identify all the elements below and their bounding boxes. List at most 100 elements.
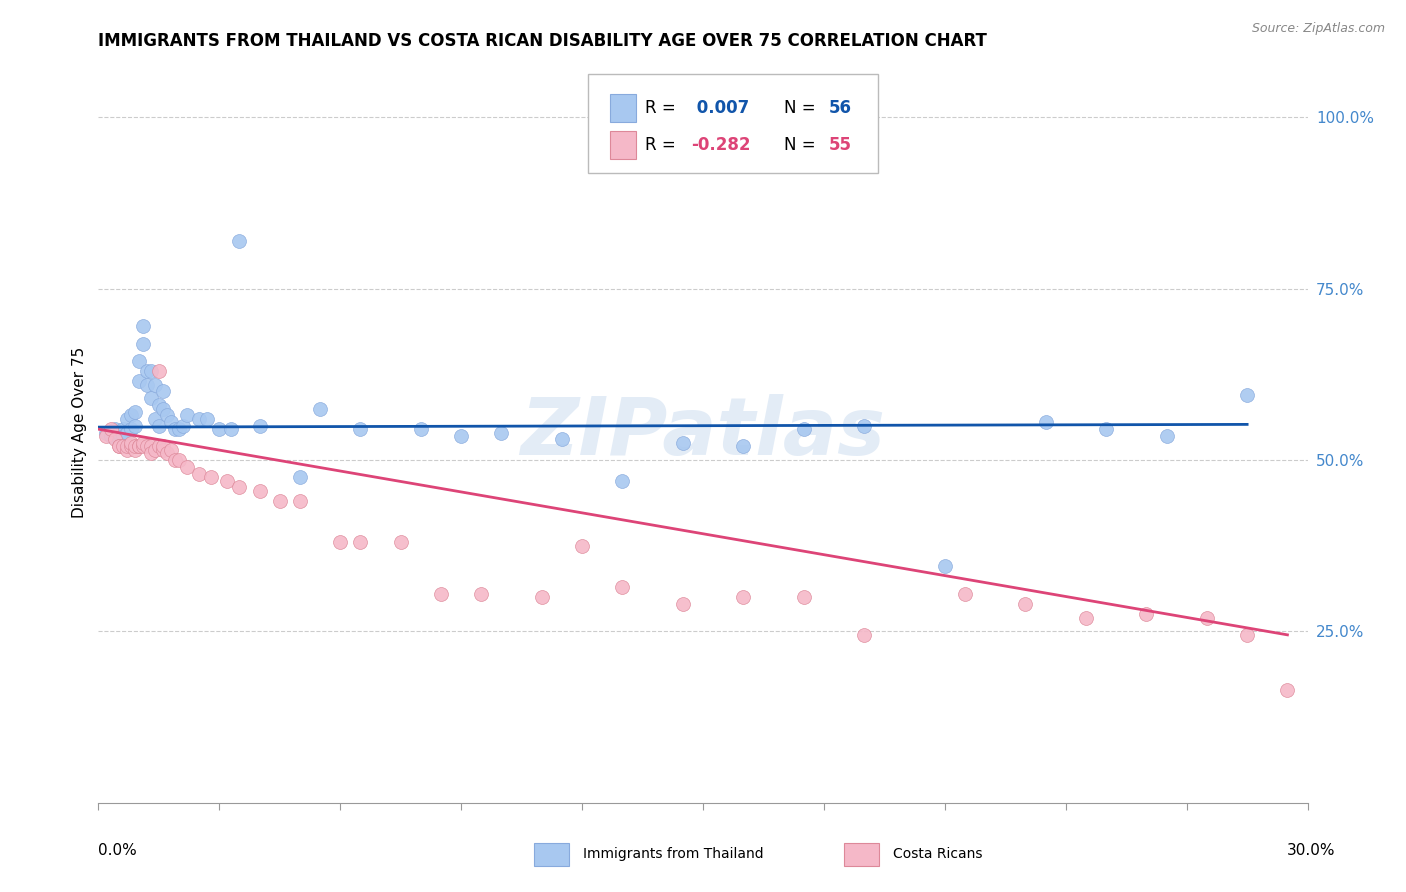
Point (249, 418, 271, 433)
Point (156, 409, 179, 423)
Point (221, 422, 243, 436)
Point (953, 587, 976, 601)
Point (115, 425, 138, 440)
Point (111, 439, 134, 453)
Point (128, 353, 150, 368)
Point (1236, 388, 1258, 402)
Text: N =: N = (785, 136, 821, 153)
Point (139, 392, 162, 406)
Point (1195, 610, 1218, 624)
Point (409, 422, 432, 436)
Point (135, 364, 157, 378)
Point (228, 480, 250, 494)
Point (128, 439, 150, 453)
Point (1095, 422, 1118, 436)
Point (143, 442, 166, 457)
Point (100, 422, 122, 436)
Point (733, 439, 755, 453)
Point (160, 415, 183, 429)
Point (152, 439, 174, 453)
Point (135, 377, 157, 392)
Point (491, 425, 513, 440)
Text: -0.282: -0.282 (690, 136, 751, 153)
Point (160, 442, 183, 457)
Point (1035, 415, 1057, 429)
Point (124, 439, 146, 453)
Point (269, 494, 291, 508)
Point (349, 535, 371, 549)
Point (1277, 682, 1299, 697)
Point (132, 436, 155, 450)
Point (1135, 607, 1157, 622)
Point (208, 422, 231, 436)
Point (176, 459, 198, 474)
Text: Immigrants from Thailand: Immigrants from Thailand (583, 847, 763, 862)
Point (135, 439, 157, 453)
Point (228, 234, 250, 248)
Point (107, 439, 129, 453)
Point (111, 429, 134, 443)
Point (96, 429, 118, 443)
Text: N =: N = (785, 99, 821, 117)
Text: 56: 56 (828, 99, 852, 117)
Point (612, 580, 634, 594)
Point (115, 442, 138, 457)
Point (163, 422, 186, 436)
Point (1236, 628, 1258, 642)
FancyBboxPatch shape (588, 73, 879, 173)
Point (163, 453, 186, 467)
Point (100, 429, 122, 443)
Point (120, 436, 142, 450)
Bar (844, 843, 879, 866)
Point (132, 319, 155, 334)
Point (152, 401, 174, 416)
Text: Costa Ricans: Costa Ricans (893, 847, 983, 862)
Point (139, 446, 162, 460)
Point (152, 384, 174, 399)
Point (349, 422, 371, 436)
Point (120, 409, 142, 423)
Point (120, 422, 142, 436)
Point (139, 364, 162, 378)
Point (139, 439, 162, 453)
Point (470, 587, 492, 601)
Point (107, 425, 129, 440)
Point (612, 474, 634, 488)
Point (793, 422, 815, 436)
FancyBboxPatch shape (610, 130, 637, 159)
Point (128, 439, 150, 453)
Point (733, 590, 755, 604)
Point (672, 597, 695, 611)
Point (1074, 610, 1097, 624)
Point (793, 590, 815, 604)
Point (551, 433, 574, 447)
Point (132, 439, 155, 453)
Text: Source: ZipAtlas.com: Source: ZipAtlas.com (1251, 22, 1385, 36)
Point (853, 628, 876, 642)
Point (143, 412, 166, 426)
Point (1156, 429, 1178, 443)
Text: R =: R = (645, 136, 681, 153)
Point (103, 422, 125, 436)
Point (128, 374, 150, 388)
Point (853, 418, 876, 433)
Point (148, 398, 170, 412)
Point (450, 429, 472, 443)
Point (120, 439, 142, 453)
Point (148, 439, 170, 453)
Point (143, 377, 166, 392)
Point (107, 433, 129, 447)
Point (115, 439, 138, 453)
Point (115, 412, 138, 426)
Point (1014, 597, 1036, 611)
Point (148, 418, 170, 433)
FancyBboxPatch shape (610, 94, 637, 121)
Text: 30.0%: 30.0% (1288, 843, 1336, 858)
Text: 55: 55 (828, 136, 852, 153)
Point (195, 412, 218, 426)
Point (389, 535, 412, 549)
Point (124, 405, 146, 419)
Point (152, 442, 174, 457)
Point (103, 433, 125, 447)
Point (167, 453, 190, 467)
